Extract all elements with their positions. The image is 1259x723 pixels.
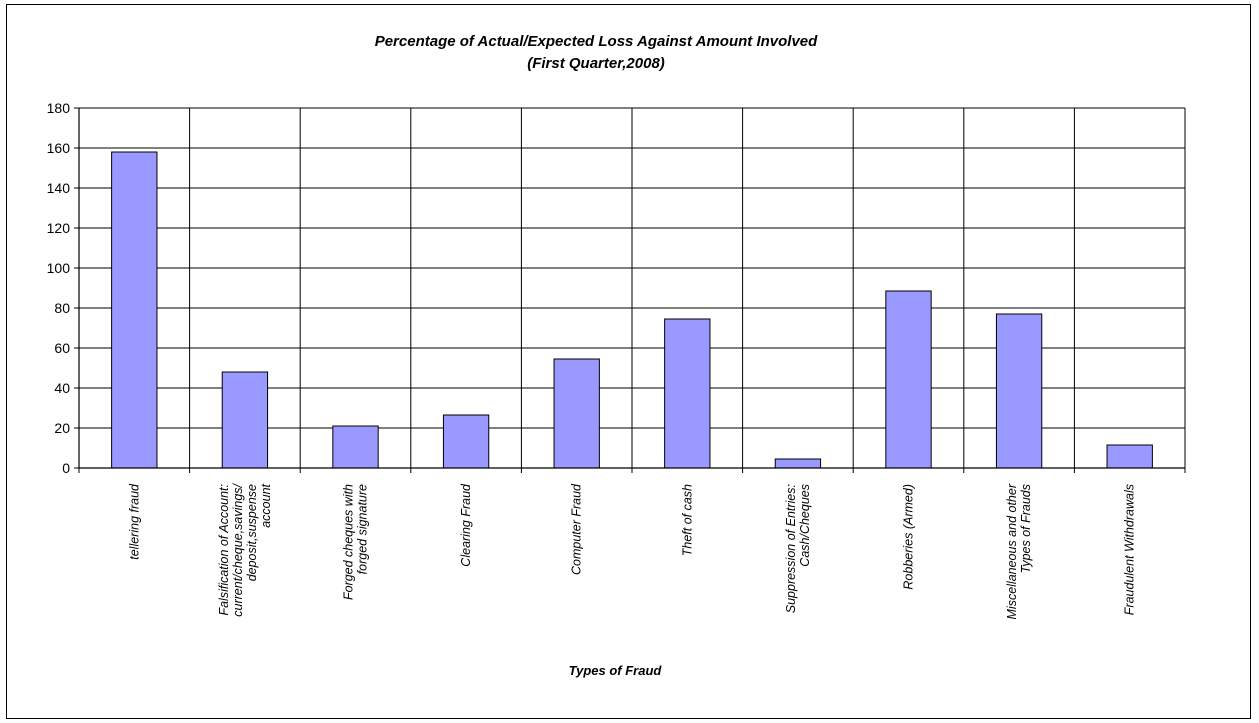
category-label-line: current/cheque,savings/ (231, 482, 245, 616)
bar (553, 358, 600, 469)
bar (332, 425, 379, 469)
category-label-line: Types of Frauds (1019, 484, 1033, 573)
category-label: Falsification of Account:current/cheque,… (217, 482, 273, 616)
bar (442, 414, 490, 469)
y-tick-label: 160 (47, 140, 71, 156)
axes (74, 107, 1186, 473)
y-tick-label: 140 (47, 180, 71, 196)
chart-title: Percentage of Actual/Expected Loss Again… (375, 33, 818, 50)
category-label-line: Miscellaneous and other (1005, 483, 1019, 619)
category-label-line: Falsification of Account: (217, 484, 231, 616)
category-label: Robberies (Armed) (902, 484, 916, 590)
x-axis-label: Types of Fraud (569, 663, 663, 678)
bars (111, 151, 1153, 469)
bar (774, 458, 822, 469)
category-label-line: Cash/Cheques (798, 484, 812, 567)
bar (221, 371, 269, 469)
category-label: Fraudulent Withdrawals (1123, 484, 1137, 615)
category-label: Clearing Fraud (459, 483, 473, 567)
category-labels: tellering fraud Falsification of Account:… (127, 482, 1136, 619)
chart-subtitle: (First Quarter,2008) (527, 55, 665, 72)
y-tick-label: 40 (54, 380, 70, 396)
category-label-line: tellering fraud (127, 483, 141, 560)
category-label-line: Suppression of Entries: (784, 484, 798, 613)
bar (111, 151, 158, 469)
category-label-line: Computer Fraud (570, 483, 584, 575)
bar (995, 313, 1043, 469)
y-tick-label: 20 (54, 420, 70, 436)
y-tick-label: 120 (47, 220, 71, 236)
bar (664, 318, 711, 469)
category-label-line: forged signature (356, 484, 370, 574)
category-label: Forged cheques withforged signature (342, 484, 370, 600)
y-tick-label: 100 (47, 260, 71, 276)
y-tick-label: 0 (62, 460, 70, 476)
category-label-line: Clearing Fraud (459, 483, 473, 567)
category-label: Miscellaneous and otherTypes of Frauds (1005, 483, 1033, 619)
category-label: Suppression of Entries:Cash/Cheques (784, 484, 812, 613)
y-tick-label: 60 (54, 340, 70, 356)
y-tick-labels: 0 20 40 60 80 100 120 140 160 180 (47, 100, 71, 476)
category-label-line: Theft of cash (680, 484, 694, 556)
bar (1106, 444, 1153, 469)
category-label: Computer Fraud (570, 483, 584, 575)
category-label: tellering fraud (127, 483, 141, 560)
category-label-line: Robberies (Armed) (902, 484, 916, 590)
category-label-line: deposit,suspense (245, 484, 259, 581)
bar (885, 290, 932, 469)
chart-frame (6, 4, 1251, 719)
category-label-line: account (259, 483, 273, 527)
category-label: Theft of cash (680, 484, 694, 556)
y-tick-label: 80 (54, 300, 70, 316)
category-label-line: Fraudulent Withdrawals (1123, 484, 1137, 615)
category-label-line: Forged cheques with (342, 484, 356, 600)
y-tick-label: 180 (47, 100, 71, 116)
